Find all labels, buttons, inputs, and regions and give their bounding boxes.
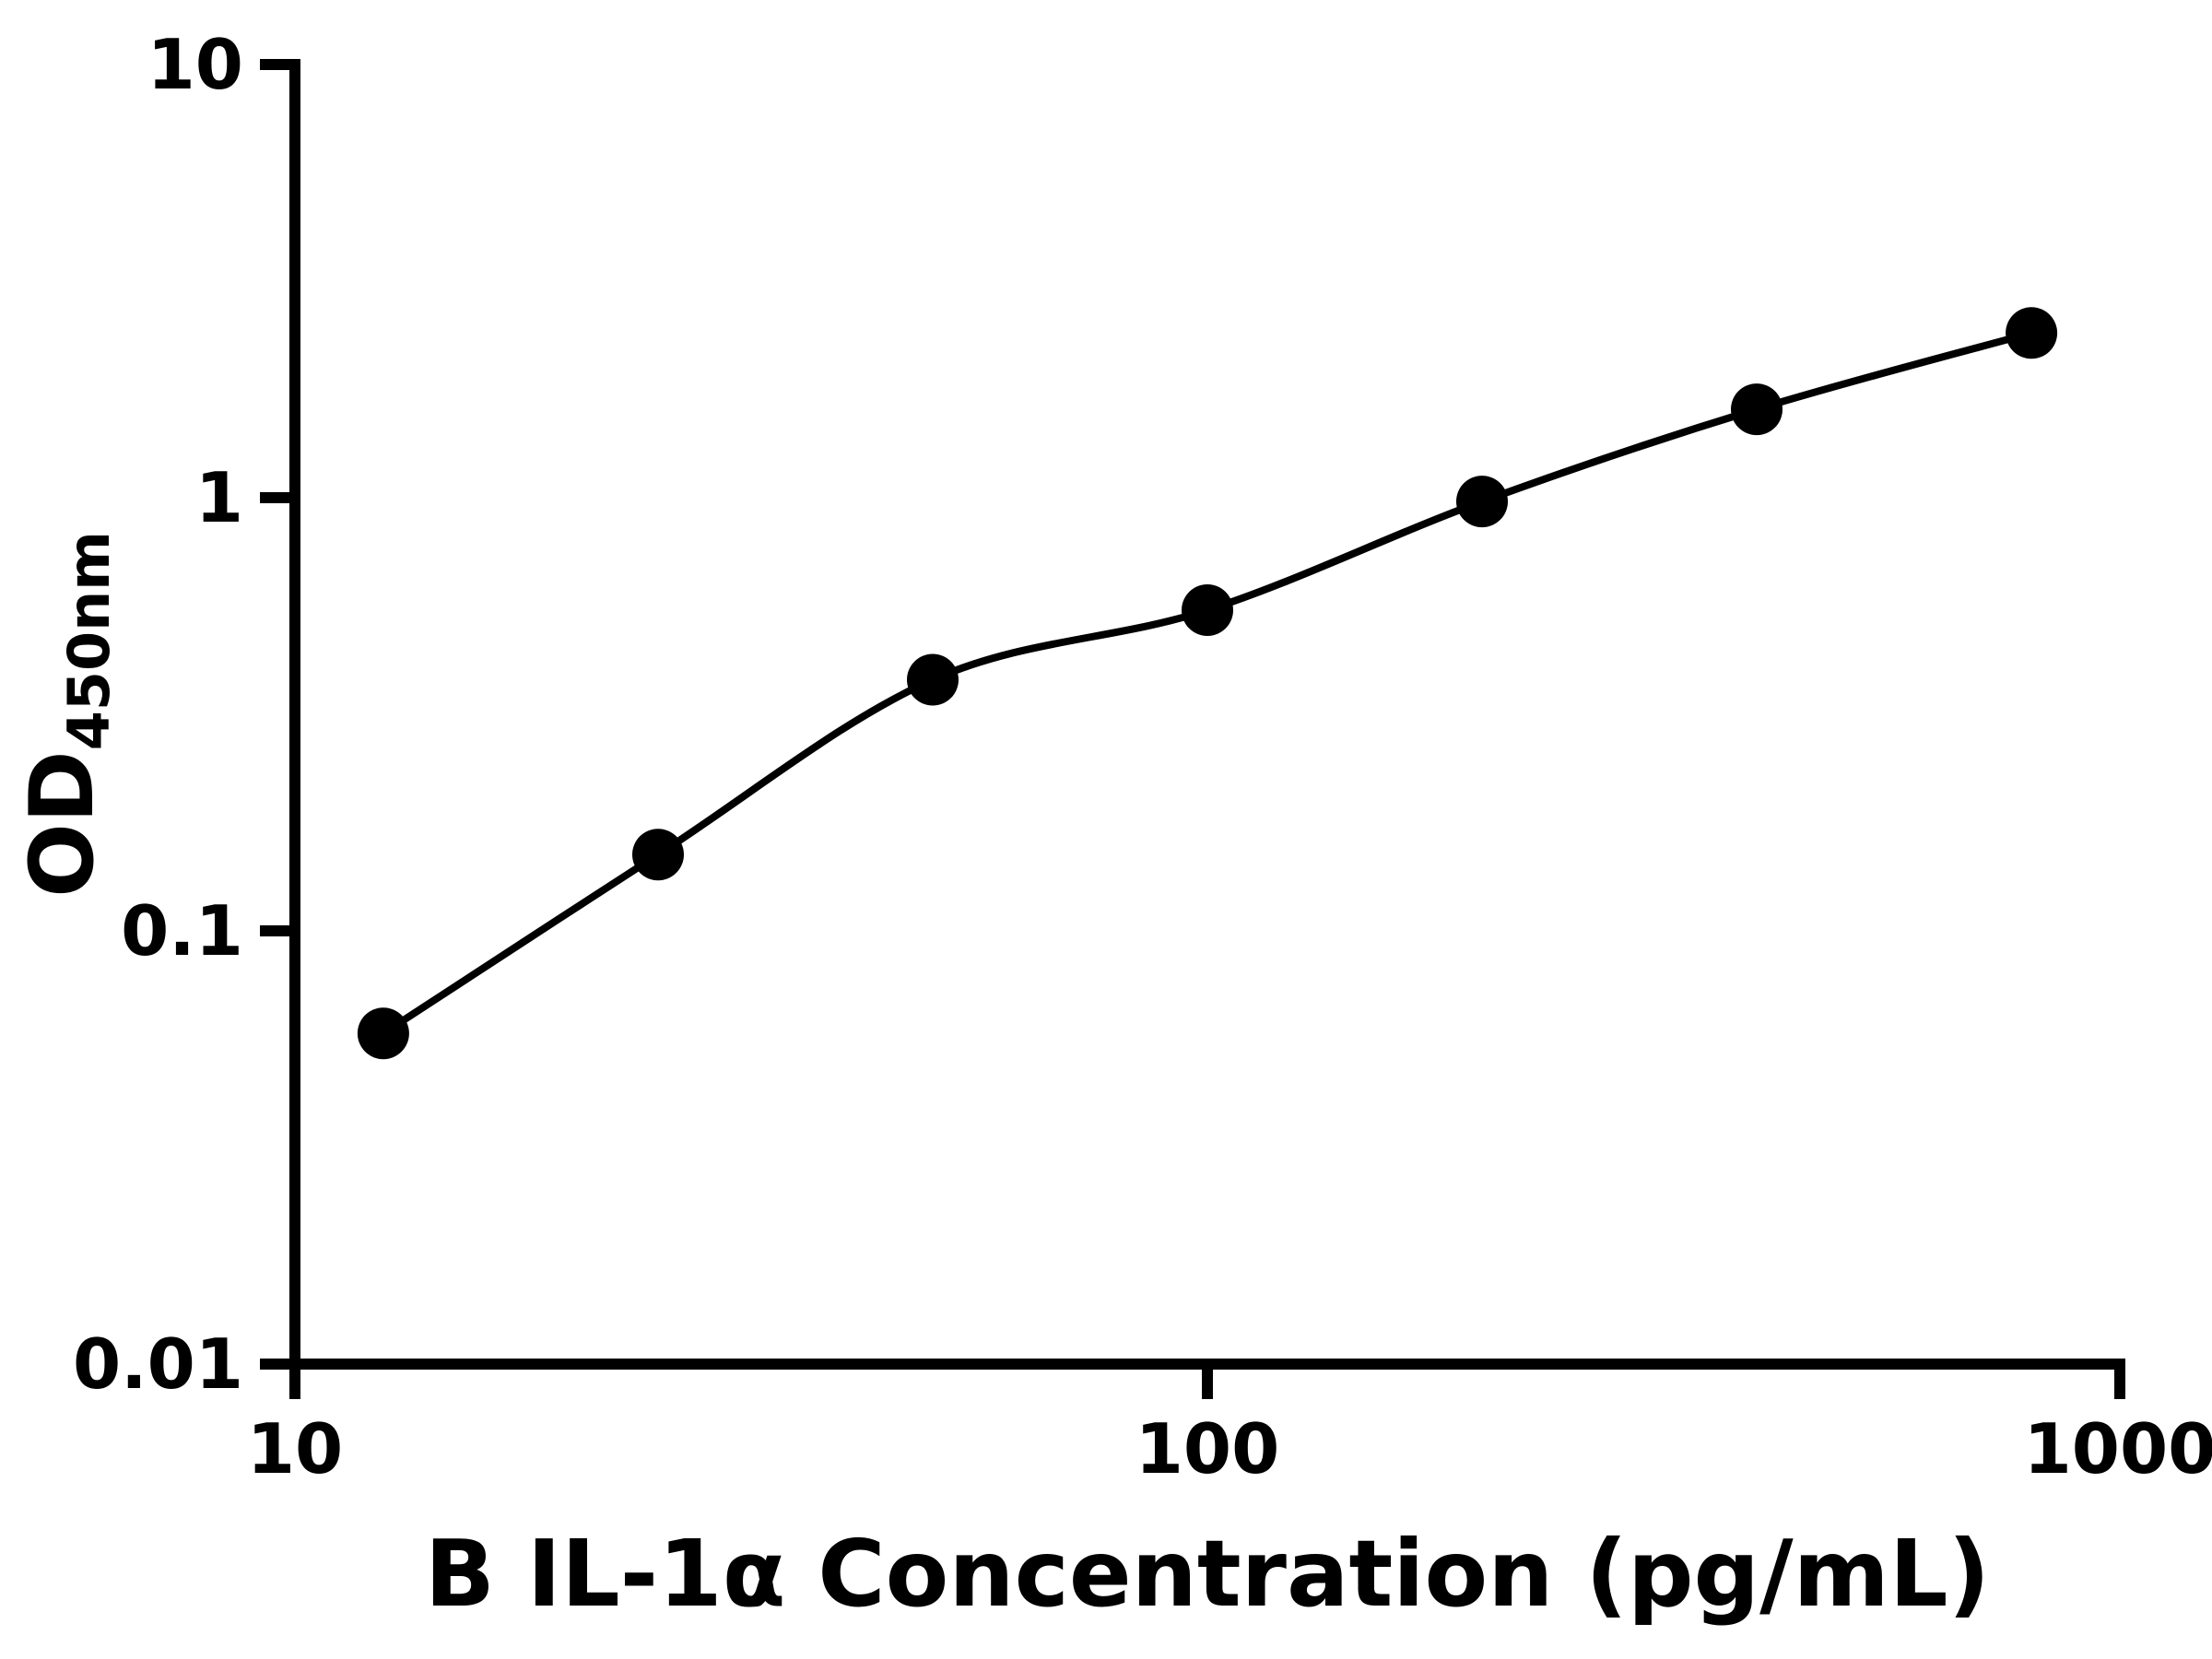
data-point (907, 653, 959, 706)
y-tick-label: 1 (195, 457, 243, 538)
data-point (1456, 476, 1508, 528)
data-point (632, 829, 684, 881)
fit-curve (381, 329, 2033, 1037)
y-tick-label: 0.01 (73, 1324, 243, 1405)
data-point (2006, 307, 2058, 359)
y-tick-label: 0.1 (121, 890, 243, 971)
data-point (357, 1007, 409, 1060)
x-tick-label: 10 (247, 1408, 343, 1489)
y-axis-title: OD450nm (12, 531, 123, 898)
x-axis-title: B IL-1α Concentration (pg/mL) (425, 1520, 1991, 1628)
x-tick-label: 100 (1135, 1408, 1280, 1489)
y-tick-label: 10 (147, 24, 243, 105)
x-tick-label: 1000 (2024, 1408, 2212, 1489)
data-point (1182, 584, 1233, 636)
data-point (1731, 383, 1783, 436)
